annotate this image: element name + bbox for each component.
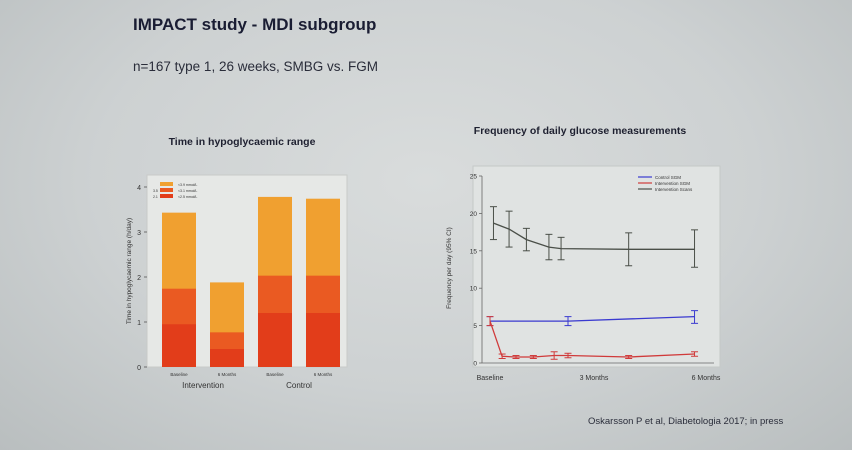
chart1-legend-code: 2.1 xyxy=(153,195,158,199)
chart2-legend-label: Control SGM xyxy=(655,175,681,180)
chart2-series-line-2 xyxy=(489,320,695,358)
chart1-bar-3-2 xyxy=(210,349,244,367)
chart1-legend-swatch xyxy=(160,188,173,192)
chart2-plot-area xyxy=(472,165,721,368)
slide-title: IMPACT study - MDI subgroup xyxy=(133,15,377,34)
chart2-title: Frequency of daily glucose measurements xyxy=(474,125,687,137)
chart1-category-label: Baseline xyxy=(266,372,284,377)
bar-chart-hypoglycaemia: Time in hypoglycaemic range 0 1 2 3 4 <3.9 m… xyxy=(126,136,348,390)
chart2-xtick-label: 3 Months xyxy=(580,375,609,382)
chart2-ytick-label: 5 xyxy=(473,323,477,330)
chart1-group-label: Control xyxy=(286,381,312,390)
chart1-legend-label: <3.1 mmol/L xyxy=(178,189,197,193)
chart2-ytick-label: 25 xyxy=(470,174,478,181)
chart1-ytick-label: 2 xyxy=(137,275,141,282)
chart1-ylabel: Time in hypoglycaemic range (h/day) xyxy=(126,218,133,324)
chart2-ytick-label: 15 xyxy=(470,248,478,255)
chart2-legend-label: Intervention SGM xyxy=(655,181,690,186)
chart1-ytick-label: 4 xyxy=(137,185,141,192)
chart1-legend-code: 3.5 xyxy=(153,189,158,193)
chart1-bar-3-1 xyxy=(162,324,196,367)
chart2-ytick-label: 10 xyxy=(470,286,478,293)
chart1-category-label: Baseline xyxy=(170,372,188,377)
chart2-xtick-label: 6 Months xyxy=(692,375,721,382)
chart1-ytick-label: 3 xyxy=(137,230,141,237)
chart2-legend-label: Intervention Scans xyxy=(655,187,693,192)
chart1-bar-3-3 xyxy=(258,313,292,367)
chart2-xtick-label: Baseline xyxy=(477,375,504,382)
chart1-title: Time in hypoglycaemic range xyxy=(169,136,316,148)
chart1-group-label: Intervention xyxy=(182,381,224,390)
chart2-ytick-label: 0 xyxy=(473,361,477,368)
chart1-legend-label: <2.5 mmol/L xyxy=(178,195,197,199)
chart1-legend-swatch xyxy=(160,182,173,186)
chart1-bar-3-4 xyxy=(306,313,340,367)
citation: Oskarsson P et al, Diabetologia 2017; in… xyxy=(588,416,784,427)
slide-subtitle: n=167 type 1, 26 weeks, SMBG vs. FGM xyxy=(133,59,378,74)
chart1-category-label: 6 Months xyxy=(218,372,237,377)
line-chart-glucose-frequency: Frequency of daily glucose measurements … xyxy=(446,125,721,382)
chart2-ytick-label: 20 xyxy=(470,211,478,218)
chart2-ylabel: Frequency per day (95% CI) xyxy=(446,227,453,309)
chart1-ytick-label: 1 xyxy=(137,320,141,327)
chart1-legend-swatch xyxy=(160,194,173,198)
chart1-legend-label: <3.9 mmol/L xyxy=(178,183,197,187)
chart1-category-label: 6 Months xyxy=(314,372,333,377)
chart1-ytick-label: 0 xyxy=(137,365,141,372)
